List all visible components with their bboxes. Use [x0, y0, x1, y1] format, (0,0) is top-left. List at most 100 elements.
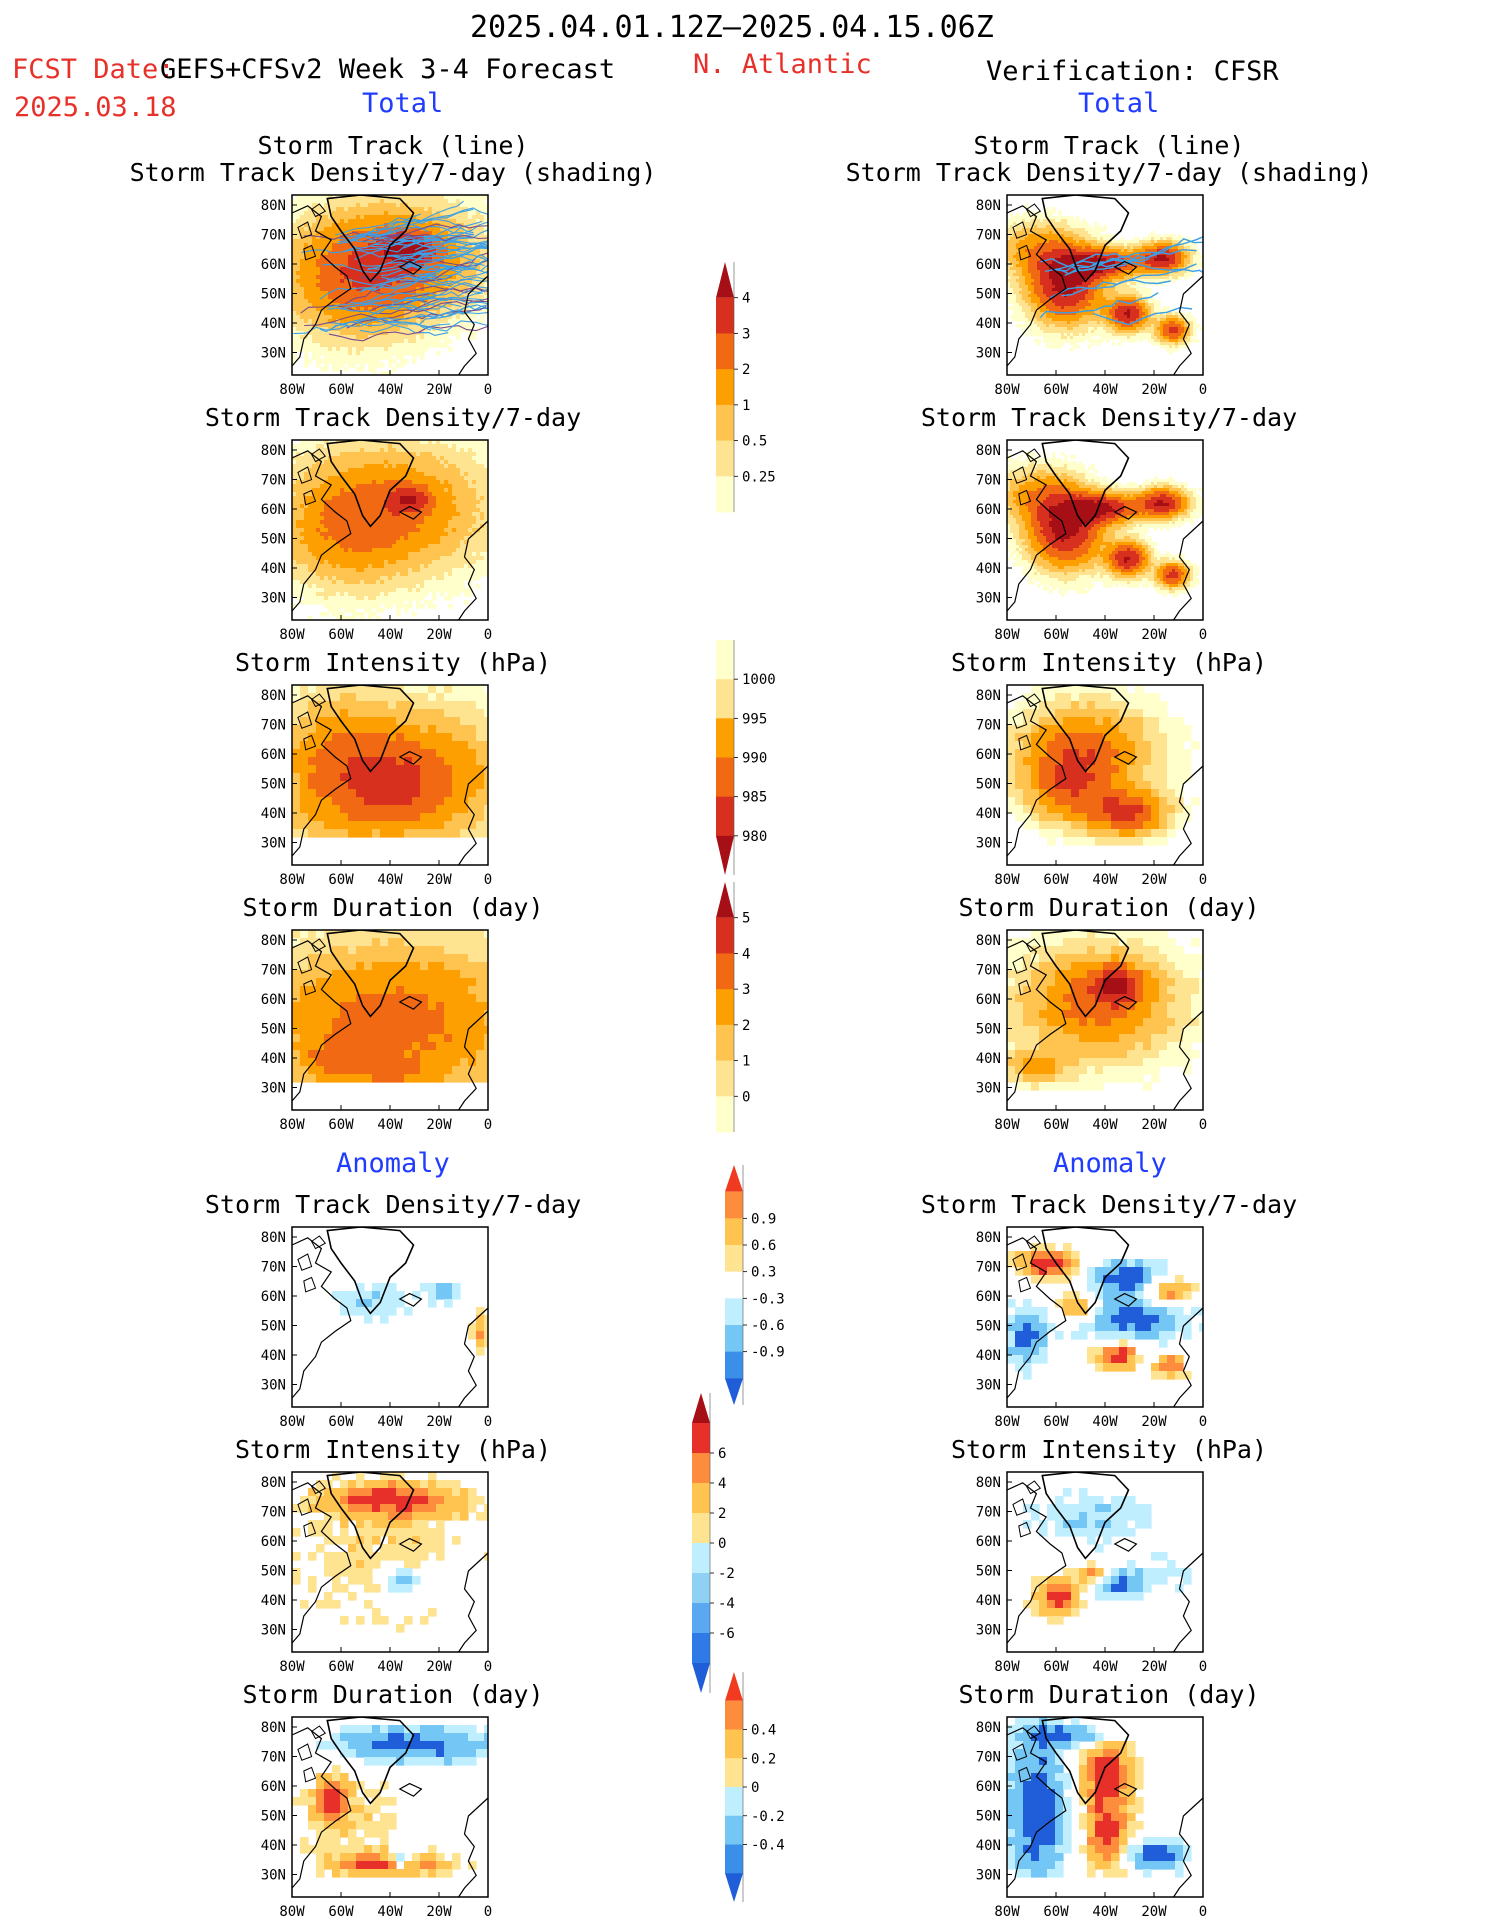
field-cell — [404, 440, 409, 445]
field-cell — [316, 524, 321, 529]
field-cell — [476, 480, 481, 485]
field-cell — [412, 1050, 421, 1059]
field-cell — [352, 464, 357, 469]
field-cell — [336, 215, 341, 220]
field-cell — [428, 1050, 437, 1059]
field-cell — [332, 452, 337, 457]
field-cell — [436, 223, 441, 228]
field-cell — [352, 195, 357, 200]
field-cell — [332, 468, 337, 473]
field-cell — [372, 1034, 381, 1043]
field-cell — [424, 544, 429, 549]
field-cell — [464, 568, 469, 573]
field-cell — [464, 592, 469, 597]
field-cell — [452, 476, 457, 481]
field-cell — [480, 520, 485, 525]
field-cell — [484, 829, 488, 838]
field-cell — [480, 572, 485, 577]
field-cell — [388, 476, 393, 481]
field-cell — [412, 970, 421, 979]
field-cell — [292, 540, 297, 545]
field-cell — [396, 568, 401, 573]
field-cell — [328, 568, 333, 573]
field-cell — [308, 1042, 317, 1051]
field-cell — [384, 279, 389, 284]
field-cell — [376, 472, 381, 477]
field-cell — [348, 331, 353, 336]
field-cell — [412, 556, 417, 561]
field-cell — [364, 556, 369, 561]
lon-tick-label: 40W — [377, 627, 403, 643]
field-cell — [392, 219, 397, 224]
field-cell — [356, 1066, 365, 1075]
field-cell — [356, 504, 361, 509]
field-cell — [432, 255, 437, 260]
field-cell — [440, 516, 445, 521]
field-cell — [388, 287, 393, 292]
field-cell — [408, 347, 413, 352]
field-cell — [388, 267, 393, 272]
field-cell — [412, 765, 421, 774]
field-cell — [380, 930, 389, 939]
iceland-coastline — [398, 505, 423, 520]
field-cell — [312, 303, 317, 308]
field-cell — [292, 251, 297, 256]
field-cell — [448, 456, 453, 461]
field-cell — [432, 596, 437, 601]
field-cell — [340, 331, 345, 336]
field-cell — [320, 299, 325, 304]
field-cell — [324, 552, 329, 557]
field-cell — [476, 295, 481, 300]
field-cell — [340, 480, 345, 485]
field-cell — [428, 733, 437, 742]
field-cell — [392, 472, 397, 477]
field-cell — [296, 560, 301, 565]
field-cell — [372, 552, 377, 557]
field-cell — [380, 978, 389, 987]
field-cell — [428, 604, 433, 609]
field-cell — [472, 516, 477, 521]
field-cell — [292, 685, 301, 694]
field-cell — [352, 444, 357, 449]
field-cell — [320, 528, 325, 533]
field-cell — [308, 315, 313, 320]
field-cell — [308, 616, 313, 620]
field-cell — [436, 805, 445, 814]
field-cell — [364, 243, 369, 248]
field-cell — [300, 207, 305, 212]
field-cell — [340, 829, 349, 838]
field-cell — [344, 367, 349, 372]
field-cell — [448, 331, 453, 336]
field-cell — [472, 331, 477, 336]
field-cell — [304, 444, 309, 449]
field-cell — [296, 239, 301, 244]
field-cell — [408, 339, 413, 344]
field-cell — [428, 970, 437, 979]
field-cell — [420, 552, 425, 557]
field-cell — [332, 789, 341, 798]
field-cell — [348, 484, 353, 489]
field-cell — [348, 227, 353, 232]
field-cell — [396, 207, 401, 212]
field-cell — [320, 596, 325, 601]
field-cell — [360, 207, 365, 212]
field-cell — [476, 749, 485, 758]
field-cell — [304, 564, 309, 569]
field-cell — [348, 319, 353, 324]
field-cell — [380, 464, 385, 469]
field-cell — [400, 351, 405, 356]
field-cell — [364, 315, 369, 320]
field-cell — [388, 464, 393, 469]
field-cell — [344, 311, 349, 316]
field-cell — [292, 307, 297, 312]
field-cell — [464, 512, 469, 517]
field-cell — [360, 560, 365, 565]
field-cell — [436, 938, 445, 947]
field-cell — [412, 544, 417, 549]
field-cell — [368, 343, 373, 348]
field-cell — [412, 243, 417, 248]
field-cell — [340, 580, 345, 585]
field-cell — [308, 263, 313, 268]
field-cell — [404, 231, 409, 236]
field-cell — [316, 930, 325, 939]
